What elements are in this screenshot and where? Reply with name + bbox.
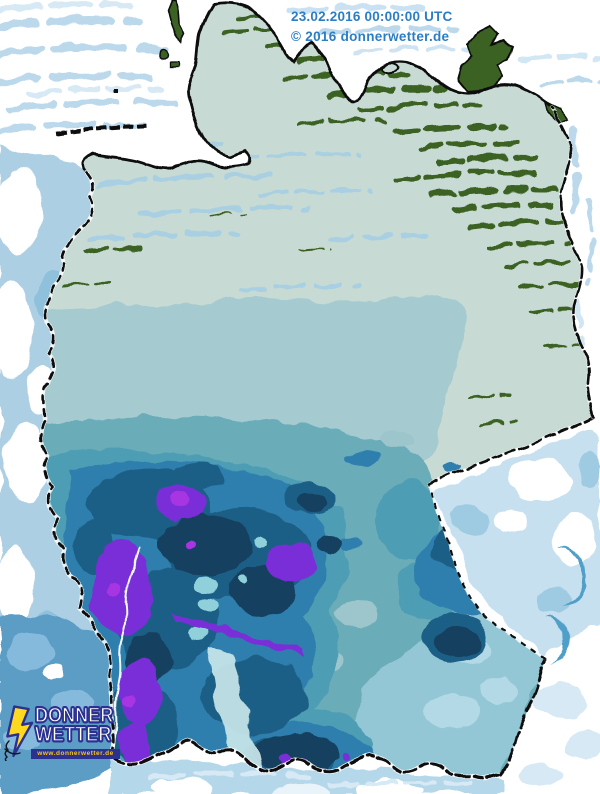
island-ruegen xyxy=(456,24,514,94)
zone-foehn-wedge xyxy=(208,648,268,778)
lightning-bolt-icon xyxy=(4,705,34,761)
logo-line1: DONNER xyxy=(34,703,114,727)
cloud-scribble xyxy=(4,740,21,761)
outside-bottom-right xyxy=(518,682,600,787)
logo-wordmark: DONNER WETTER xyxy=(34,703,114,746)
outside-bohemia xyxy=(432,428,600,664)
border-west xyxy=(38,170,116,760)
map-header: 23.02.2016 00:00:00 UTC © 2016 donnerwet… xyxy=(291,7,452,46)
border-east xyxy=(550,104,596,420)
zone-violet xyxy=(92,484,351,774)
logo-url-bar: www.donnerwetter.de xyxy=(31,749,120,759)
islands xyxy=(55,0,570,137)
south-strip-streaks xyxy=(147,770,472,788)
donnerwetter-logo: DONNER WETTER www.donnerwetter.de xyxy=(2,703,122,765)
border-south-alpine xyxy=(110,657,546,781)
rhine-river xyxy=(111,547,141,758)
borders xyxy=(38,1,596,781)
outside-west-white-holes xyxy=(0,168,53,623)
timestamp-label: 23.02.2016 00:00:00 UTC xyxy=(291,9,453,24)
island-amrum xyxy=(158,50,168,60)
island-pellworm xyxy=(169,61,180,68)
coastline-baltic xyxy=(211,1,554,108)
logo-line2: WETTER xyxy=(34,721,112,746)
coastline-north-sea xyxy=(81,2,252,174)
bohemia-crescents xyxy=(548,547,587,664)
island-sylt xyxy=(167,0,185,44)
border-czech xyxy=(427,416,596,661)
copyright-label: © 2016 donnerwetter.de xyxy=(291,28,450,44)
east-frisian-islands xyxy=(55,88,148,137)
